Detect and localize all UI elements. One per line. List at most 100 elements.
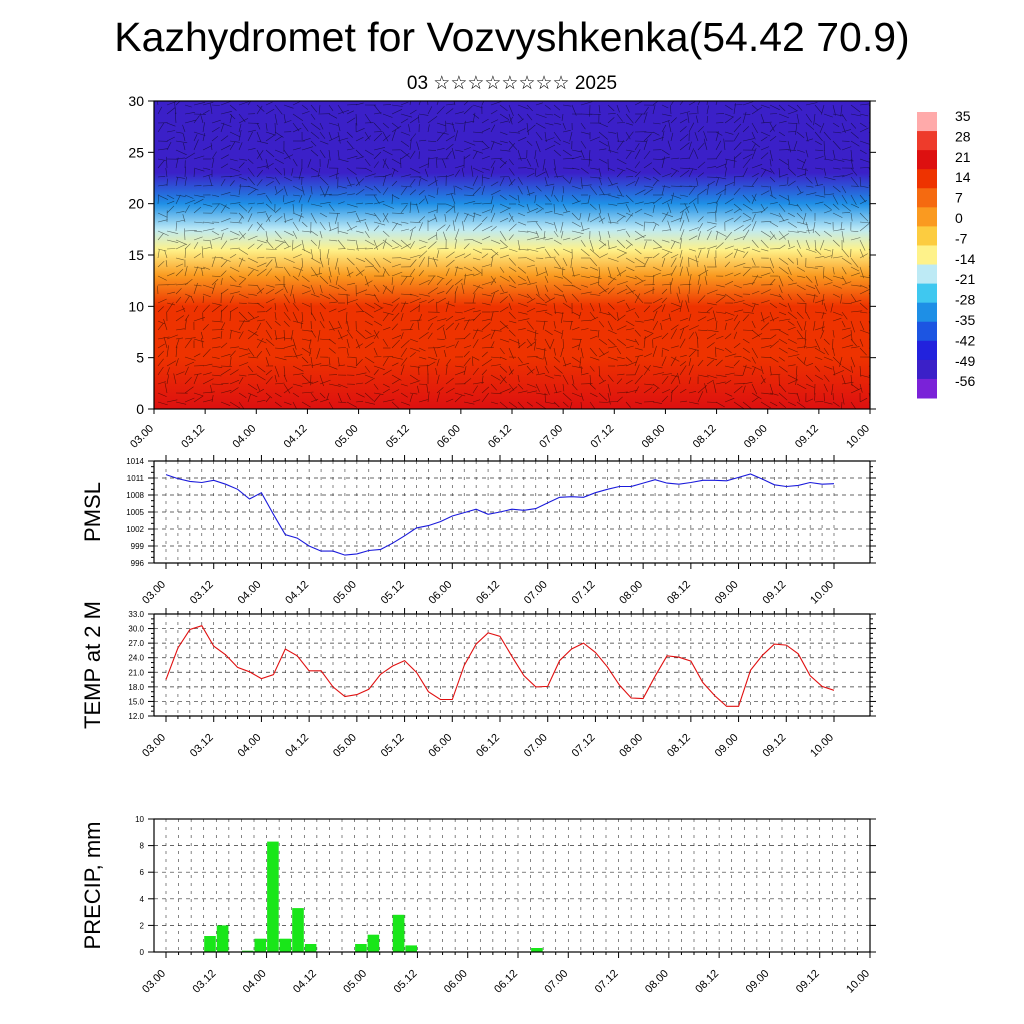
y-tick-label: 30 [128,93,144,109]
time-tick-label: 04.00 [241,968,269,996]
time-tick-label: 06.00 [442,968,470,996]
time-tick-label: 07.00 [542,968,570,996]
time-tick-label: 04.00 [236,579,264,607]
y-tick-label: 12.0 [128,712,144,721]
time-tick-label: 03.12 [188,732,216,760]
time-tick-label: 10.00 [808,732,836,760]
time-tick-label: 07.12 [593,968,621,996]
time-tick-label: 09.12 [793,423,821,451]
time-tick-label: 03.12 [190,968,218,996]
colorbar-label: 0 [955,210,963,226]
time-tick-label: 04.00 [236,732,264,760]
y-tick-label: 15 [128,247,144,263]
colorbar-swatch [917,226,937,246]
precip-bar [355,944,367,952]
time-tick-label: 07.12 [570,579,598,607]
precip-bar [531,948,543,952]
time-tick-label: 07.00 [522,732,550,760]
time-tick-label: 10.00 [844,423,872,451]
colorbar-swatch [917,207,937,227]
precip-bar [254,938,267,952]
time-tick-label: 05.00 [331,732,359,760]
y-tick-label: 1011 [127,474,145,483]
precip-bar [216,925,229,952]
colorbar-label: 35 [955,108,971,124]
colorbar-swatch [917,283,937,304]
y-tick-label: 15.0 [128,697,144,706]
time-tick-label: 03.00 [128,423,156,451]
y-axis-label: TEMP at 2 M [80,601,105,729]
time-tick-label: 07.12 [588,423,616,451]
time-tick-label: 09.12 [760,579,788,607]
time-tick-label: 04.12 [283,579,311,607]
y-axis-label: PMSL [80,482,105,542]
y-tick-label: 2 [140,921,145,930]
y-tick-label: 30.0 [128,625,144,634]
y-tick-label: 25 [128,144,144,160]
y-tick-label: 10 [128,298,144,314]
colorbar: 35 28 21 14 7 0 -7 -14 -21 -28 -35 -42 -49 -56 [917,108,975,399]
frame [153,818,871,953]
y-tick-label: 0 [136,401,144,417]
colorbar-swatch [917,302,937,323]
time-tick-label: 09.00 [742,423,770,451]
time-tick-label: 09.12 [760,732,788,760]
colorbar-label: 14 [955,169,971,185]
colorbar-label: 28 [955,128,971,144]
time-tick-label: 06.00 [435,423,463,451]
time-tick-label: 03.12 [188,579,216,607]
time-tick-label: 04.12 [291,968,319,996]
colorbar-swatch [917,340,937,361]
time-tick-label: 08.12 [665,579,693,607]
precip-bar [405,945,417,952]
time-tick-label: 04.00 [230,423,258,451]
colorbar-label: -21 [955,271,975,287]
time-tick-label: 03.00 [140,968,168,996]
colorbar-label: -14 [955,251,975,267]
precip-bar [204,936,216,952]
precip-bar [367,934,380,952]
colorbar-swatch [917,131,937,151]
pmsl-panel: 996 999 1002 1005 1008 1011 1014 PMSL 03.00 03.12… [80,455,876,607]
y-tick-label: 21.0 [128,668,144,677]
time-tick-label: 05.00 [341,968,369,996]
y-tick-label: 0 [140,948,145,957]
time-tick-label: 05.12 [379,732,407,760]
time-tick-label: 06.00 [426,579,454,607]
time-tick-label: 06.12 [486,423,514,451]
precip-panel: 0 2 4 6 8 10 PRECIP, mm 03.00 03.12 04.00 04.12 05.… [80,815,876,996]
y-tick-label: 6 [140,868,145,877]
y-tick-label: 1005 [126,508,144,517]
time-tick-label: 07.12 [570,732,598,760]
colorbar-label: -49 [955,353,975,369]
time-tick-label: 10.00 [808,579,836,607]
time-tick-label: 08.00 [617,579,645,607]
y-tick-label: 996 [131,559,145,568]
temperature-field [154,101,870,409]
colorbar-swatch [917,169,937,189]
y-tick-label: 33.0 [128,610,144,619]
y-tick-label: 1014 [126,457,144,466]
colorbar-swatch [917,378,937,399]
chart-subtitle: 03 ☆☆☆☆☆☆☆☆ 2025 [406,73,618,94]
time-tick-label: 08.12 [665,732,693,760]
time-tick-label: 08.00 [643,968,671,996]
colorbar-label: -7 [955,230,968,246]
time-tick-label: 05.00 [331,579,359,607]
series-line [165,625,835,707]
colorbar-swatch [917,112,937,132]
time-tick-label: 04.12 [282,423,310,451]
precip-bar [279,938,292,952]
time-tick-label: 09.00 [713,579,741,607]
y-tick-label: 1002 [126,525,144,534]
time-tick-label: 04.12 [283,732,311,760]
time-tick-label: 09.00 [744,968,772,996]
colorbar-swatch [917,188,937,208]
y-tick-label: 999 [131,542,145,551]
time-tick-label: 08.12 [693,968,721,996]
y-tick-label: 24.0 [128,654,144,663]
y-axis-label: PRECIP, mm [80,822,105,950]
time-tick-label: 05.00 [333,423,361,451]
time-tick-label: 03.12 [179,423,207,451]
